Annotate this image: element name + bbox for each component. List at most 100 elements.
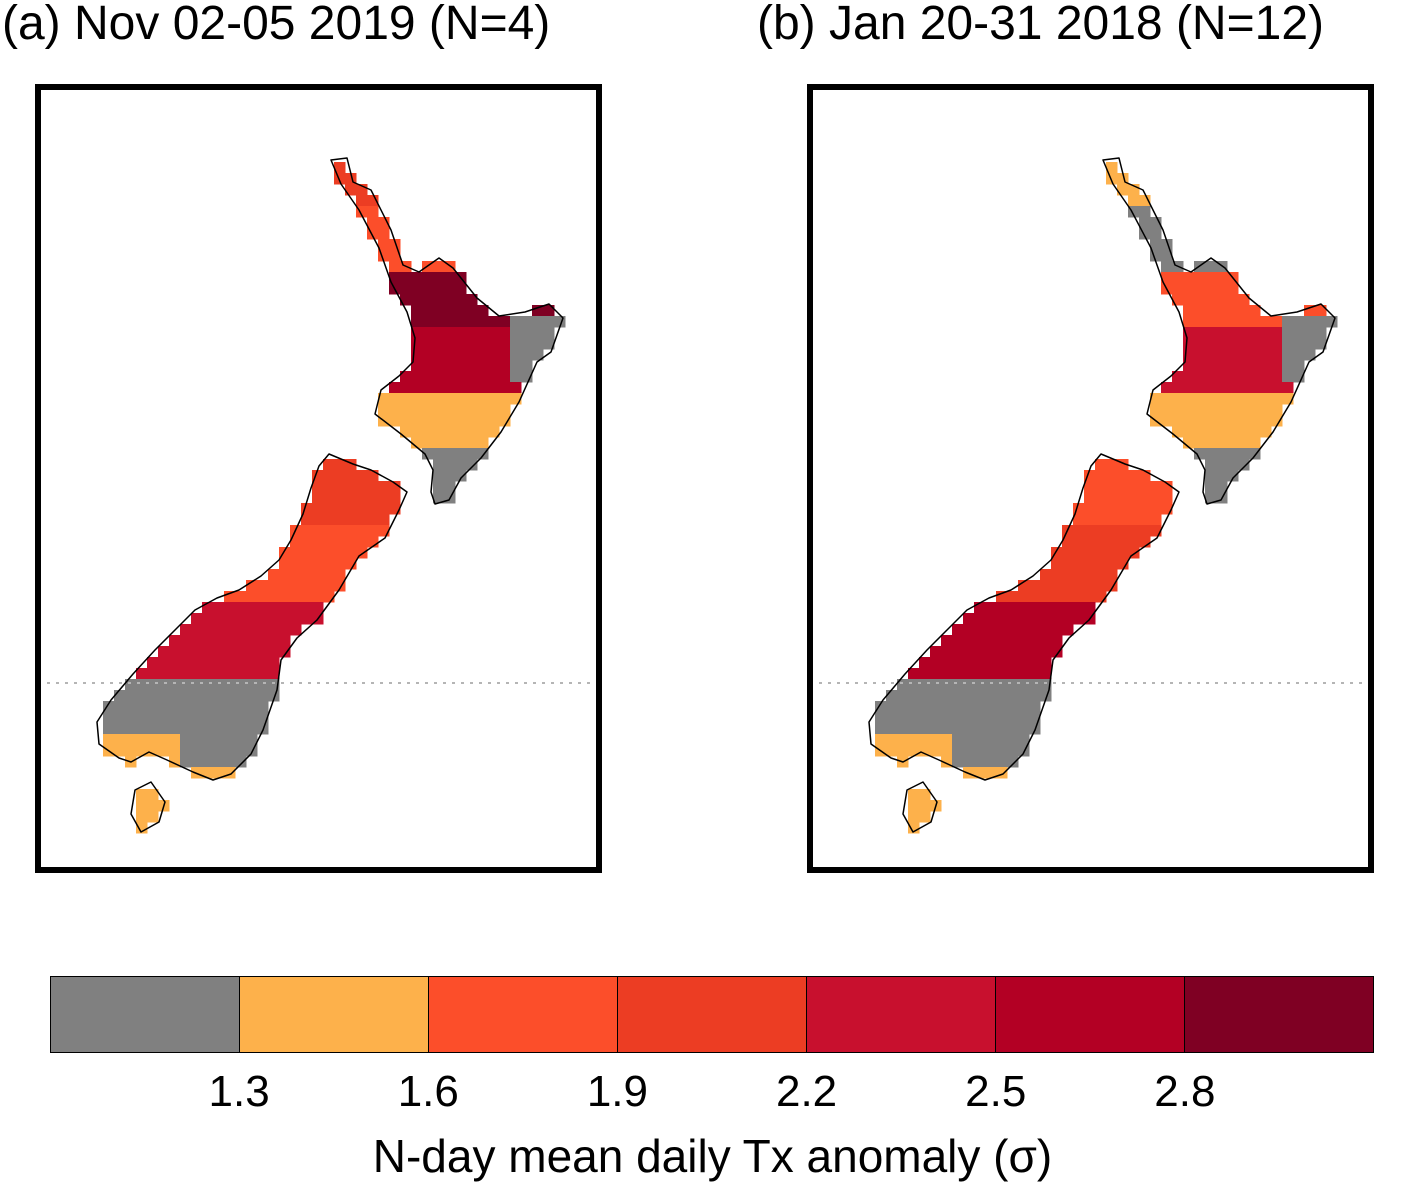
grid-cell: [1073, 514, 1085, 526]
grid-cell: [444, 382, 456, 394]
grid-cell: [1029, 602, 1041, 614]
grid-cell: [136, 745, 148, 757]
grid-cell: [455, 294, 467, 306]
grid-cell: [136, 811, 148, 823]
grid-cell: [1007, 646, 1019, 658]
grid-cell: [1117, 470, 1129, 482]
grid-cell: [345, 525, 357, 537]
grid-cell: [1139, 525, 1151, 537]
grid-cell: [1018, 745, 1030, 757]
grid-cell: [1293, 327, 1305, 339]
grid-cell: [466, 371, 478, 383]
grid-cell: [455, 437, 467, 449]
grid-cell: [1007, 613, 1019, 625]
south-island-coastline: [868, 453, 1180, 781]
grid-cell: [1205, 371, 1217, 383]
grid-cell: [400, 393, 412, 405]
grid-cell: [963, 613, 975, 625]
grid-cell: [323, 536, 335, 548]
grid-cell: [257, 668, 269, 680]
grid-cell: [378, 217, 390, 229]
grid-cell: [1249, 327, 1261, 339]
grid-cell: [985, 756, 997, 768]
grid-cell: [1293, 338, 1305, 350]
grid-cell: [974, 701, 986, 713]
grid-cell: [224, 624, 236, 636]
grid-cell: [1271, 404, 1283, 416]
colorbar-bin-1: [240, 977, 429, 1052]
grid-cell: [246, 745, 258, 757]
grid-cell: [433, 360, 445, 372]
grid-cell: [985, 613, 997, 625]
grid-cell: [257, 635, 269, 647]
grid-cell: [246, 723, 258, 735]
grid-cell: [125, 712, 137, 724]
grid-cell: [367, 492, 379, 504]
grid-cell: [930, 679, 942, 691]
grid-cell: [1117, 492, 1129, 504]
grid-cell: [1073, 558, 1085, 570]
grid-cell: [1216, 316, 1228, 328]
grid-cell: [301, 613, 313, 625]
grid-cell: [1139, 206, 1151, 218]
grid-cell: [323, 503, 335, 515]
grid-cell: [499, 349, 511, 361]
grid-cell: [1249, 426, 1261, 438]
grid-cell: [1216, 349, 1228, 361]
grid-cell: [1106, 514, 1118, 526]
grid-cell: [1007, 602, 1019, 614]
grid-cell: [952, 635, 964, 647]
colorbar-bin-0: [51, 977, 240, 1052]
grid-cell: [908, 800, 920, 812]
grid-cell: [334, 492, 346, 504]
grid-cell: [136, 679, 148, 691]
grid-cell: [952, 679, 964, 691]
grid-cell: [367, 481, 379, 493]
grid-cell: [996, 668, 1008, 680]
grid-cell: [169, 723, 181, 735]
grid-cell: [532, 338, 544, 350]
grid-cell: [1073, 602, 1085, 614]
grid-cell: [323, 470, 335, 482]
grid-cell: [224, 602, 236, 614]
grid-cell: [963, 723, 975, 735]
grid-cell: [1260, 327, 1272, 339]
grid-cell: [1271, 327, 1283, 339]
grid-cell: [411, 283, 423, 295]
grid-cell: [1128, 184, 1140, 196]
grid-cell: [1095, 525, 1107, 537]
grid-cell: [1293, 349, 1305, 361]
grid-cell: [400, 371, 412, 383]
colorbar-tick-label: 1.3: [208, 1067, 270, 1116]
grid-cell: [147, 679, 159, 691]
grid-cell: [897, 701, 909, 713]
grid-cell: [444, 283, 456, 295]
grid-cell: [378, 503, 390, 515]
grid-cell: [1227, 426, 1239, 438]
grid-cell: [1095, 591, 1107, 603]
grid-cell: [1007, 734, 1019, 746]
grid-cell: [455, 316, 467, 328]
grid-cell: [191, 635, 203, 647]
grid-cell: [268, 602, 280, 614]
grid-cell: [246, 701, 258, 713]
grid-cell: [147, 723, 159, 735]
grid-cell: [985, 624, 997, 636]
grid-cell: [1260, 316, 1272, 328]
grid-cell: [422, 415, 434, 427]
grid-cell: [1194, 371, 1206, 383]
grid-cell: [433, 272, 445, 284]
grid-cell: [1183, 316, 1195, 328]
grid-cell: [444, 481, 456, 493]
grid-cell: [1029, 635, 1041, 647]
grid-cell: [367, 195, 379, 207]
grid-cell: [930, 657, 942, 669]
grid-cell: [952, 624, 964, 636]
grid-cell: [180, 668, 192, 680]
grid-cell: [169, 657, 181, 669]
grid-cell: [323, 591, 335, 603]
grid-cell: [1238, 459, 1250, 471]
grid-cell: [433, 338, 445, 350]
grid-cell: [466, 459, 478, 471]
grid-cell: [488, 349, 500, 361]
